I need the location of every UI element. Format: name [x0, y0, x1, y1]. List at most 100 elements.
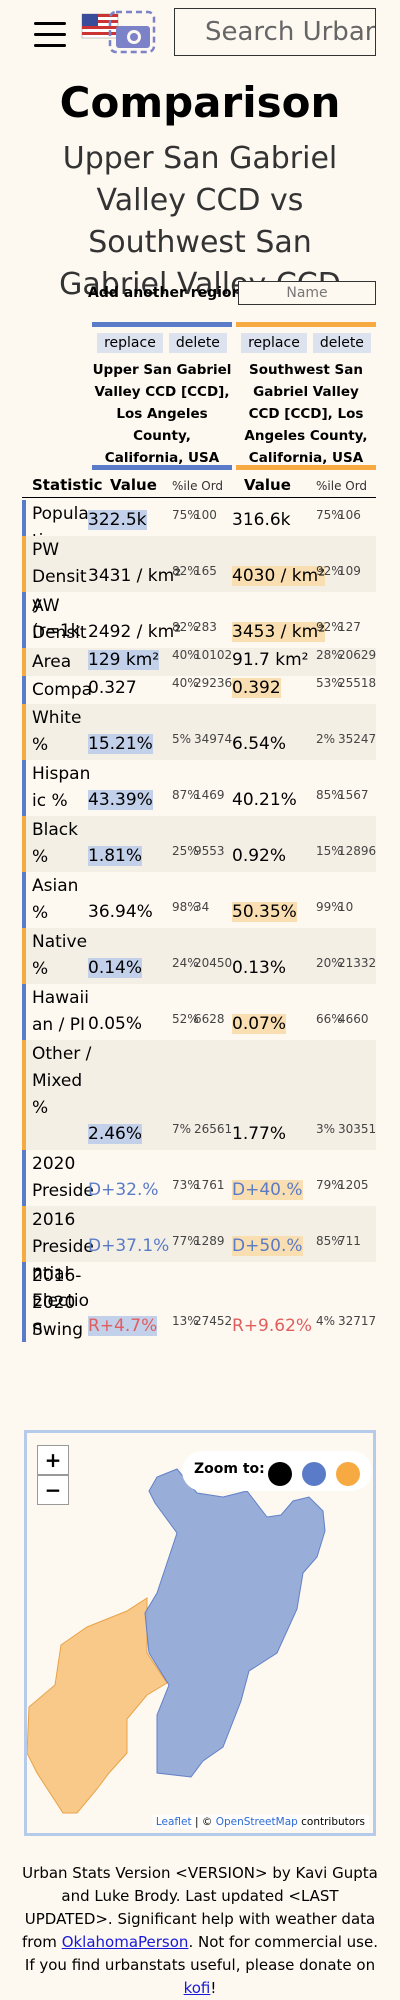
header-statistic[interactable]: Statistic [32, 476, 103, 494]
table-row: Asian % 36.94% 98% 34 50.35% 99% 10 [26, 872, 376, 928]
delete-button[interactable]: delete [313, 333, 371, 353]
zoom-to-panel: Zoom to: [182, 1451, 372, 1491]
menu-icon[interactable] [34, 22, 66, 48]
row-label[interactable]: Native % [32, 929, 94, 983]
region-2-ordinal: 711 [338, 1234, 361, 1248]
region-2-value: D+40.% [232, 1180, 303, 1200]
table-row: 2016 Presidential Election D+37.1% 77% 1289… [26, 1206, 376, 1262]
region-1-value: 3431 / km² [88, 566, 181, 586]
region-1-value: 36.94% [88, 902, 153, 922]
row-label[interactable]: White % [32, 705, 94, 759]
region-1-percentile: 5% [172, 732, 191, 746]
region-1-value: 2.46% [88, 1124, 142, 1144]
map-attribution: Leaflet | © OpenStreetMap contributors [152, 1815, 369, 1829]
region-2-value: 0.13% [232, 958, 286, 978]
region-1-ordinal: 29236 [194, 676, 232, 690]
region-1-ordinal: 34974 [194, 732, 232, 746]
row-accent-bar [22, 816, 26, 872]
zoom-to-region-1-button[interactable] [302, 1462, 326, 1486]
region-1-value: D+32.% [88, 1180, 159, 1200]
region-1-ordinal: 100 [194, 508, 217, 522]
table-row: White % 15.21% 5% 34974 6.54% 2% 35247 [26, 704, 376, 760]
region-1-value: 0.327 [88, 678, 137, 698]
region-1-value: 15.21% [88, 734, 153, 754]
region-column-2: replace delete Southwest San Gabriel Val… [236, 322, 376, 469]
header-pctile-1: %ile Ord [172, 479, 223, 493]
region-1-percentile: 7% [172, 1122, 191, 1136]
region-1-ordinal: 283 [194, 620, 217, 634]
kofi-link[interactable]: kofi [184, 1979, 211, 1997]
urbanstats-logo[interactable] [80, 8, 158, 56]
oklahomaperson-link[interactable]: OklahomaPerson [62, 1933, 189, 1951]
region-1-ordinal: 1289 [194, 1234, 225, 1248]
region-2-ordinal: 12896 [338, 844, 376, 858]
region-2-value: 4030 / km² [232, 566, 325, 586]
zoom-to-all-button[interactable] [268, 1462, 292, 1486]
region-1-ordinal: 9553 [194, 844, 225, 858]
region-1-ordinal: 165 [194, 564, 217, 578]
region-2-value: 3453 / km² [232, 622, 325, 642]
region-2-value: R+9.62% [232, 1316, 312, 1336]
attribution-sep: | © [192, 1816, 216, 1828]
add-region-label: Add another region: [88, 285, 247, 301]
region-1-value: 129 km² [88, 650, 159, 670]
add-region-input[interactable]: Name [238, 281, 376, 305]
region-2-value: 1.77% [232, 1124, 286, 1144]
table-row: Other / Mixed % 2.46% 7% 26561 1.77% 3% 30351 [26, 1040, 376, 1150]
zoom-in-button[interactable]: + [37, 1445, 69, 1475]
replace-button[interactable]: replace [241, 333, 307, 353]
row-accent-bar [22, 676, 26, 704]
leaflet-link[interactable]: Leaflet [156, 1816, 192, 1828]
zoom-out-button[interactable]: − [37, 1475, 69, 1505]
row-accent-bar [22, 704, 26, 760]
row-label[interactable]: 2016-2020 Swing [32, 1263, 94, 1344]
row-label[interactable]: Black % [32, 817, 94, 871]
region-name[interactable]: Upper San Gabriel Valley CCD [CCD], Los … [92, 359, 232, 469]
row-accent-bar [22, 1150, 26, 1206]
region-2-ordinal: 4660 [338, 1012, 369, 1026]
region-1-ordinal: 27452 [194, 1314, 232, 1328]
footer: Urban Stats Version <VERSION> by Kavi Gu… [20, 1862, 380, 2000]
row-accent-bar [22, 760, 26, 816]
region-1-ordinal: 34 [194, 900, 209, 914]
replace-button[interactable]: replace [97, 333, 163, 353]
delete-button[interactable]: delete [169, 333, 227, 353]
region-2-ordinal: 25518 [338, 676, 376, 690]
header-value-2: Value [244, 476, 291, 494]
row-accent-bar [22, 648, 26, 676]
zoom-to-label: Zoom to: [194, 1461, 265, 1477]
row-accent-bar [22, 984, 26, 1040]
region-column-1: replace delete Upper San Gabriel Valley … [92, 322, 232, 469]
region-color-bar [92, 322, 232, 327]
table-row: Black % 1.81% 25% 9553 0.92% 15% 12896 [26, 816, 376, 872]
row-accent-bar [22, 500, 26, 536]
row-accent-bar [22, 592, 26, 648]
region-2-ordinal: 21332 [338, 956, 376, 970]
comparison-map[interactable]: + − Zoom to: Leaflet | © OpenStreetMap c… [24, 1430, 376, 1836]
region-name[interactable]: Southwest San Gabriel Valley CCD [CCD], … [236, 359, 376, 469]
region-2-percentile: 4% [316, 1314, 335, 1328]
osm-link[interactable]: OpenStreetMap [216, 1816, 298, 1828]
region-2-value: 0.92% [232, 846, 286, 866]
header-value-1: Value [110, 476, 157, 494]
row-accent-bar [22, 872, 26, 928]
region-2-ordinal: 1567 [338, 788, 369, 802]
region-1-ordinal: 6628 [194, 1012, 225, 1026]
search-input[interactable]: Search Urban Stats [174, 8, 376, 56]
row-label[interactable]: Area [32, 649, 94, 676]
region-2-ordinal: 10 [338, 900, 353, 914]
region-2-value: 91.7 km² [232, 650, 308, 670]
row-label[interactable]: Other / Mixed % [32, 1041, 94, 1122]
region-2-ordinal: 35247 [338, 732, 376, 746]
region-2-value: 6.54% [232, 734, 286, 754]
row-accent-bar [22, 1262, 26, 1342]
region-2-ordinal: 32717 [338, 1314, 376, 1328]
table-row: 2020 Presidential ElectionD+32.%73%1761D… [26, 1150, 376, 1206]
table-row: Area 129 km² 40% 10102 91.7 km² 28% 20629 [26, 648, 376, 676]
row-label[interactable]: Asian % [32, 873, 94, 927]
zoom-to-region-2-button[interactable] [336, 1462, 360, 1486]
row-label[interactable]: Hispanic % [32, 761, 94, 815]
region-1-ordinal: 20450 [194, 956, 232, 970]
